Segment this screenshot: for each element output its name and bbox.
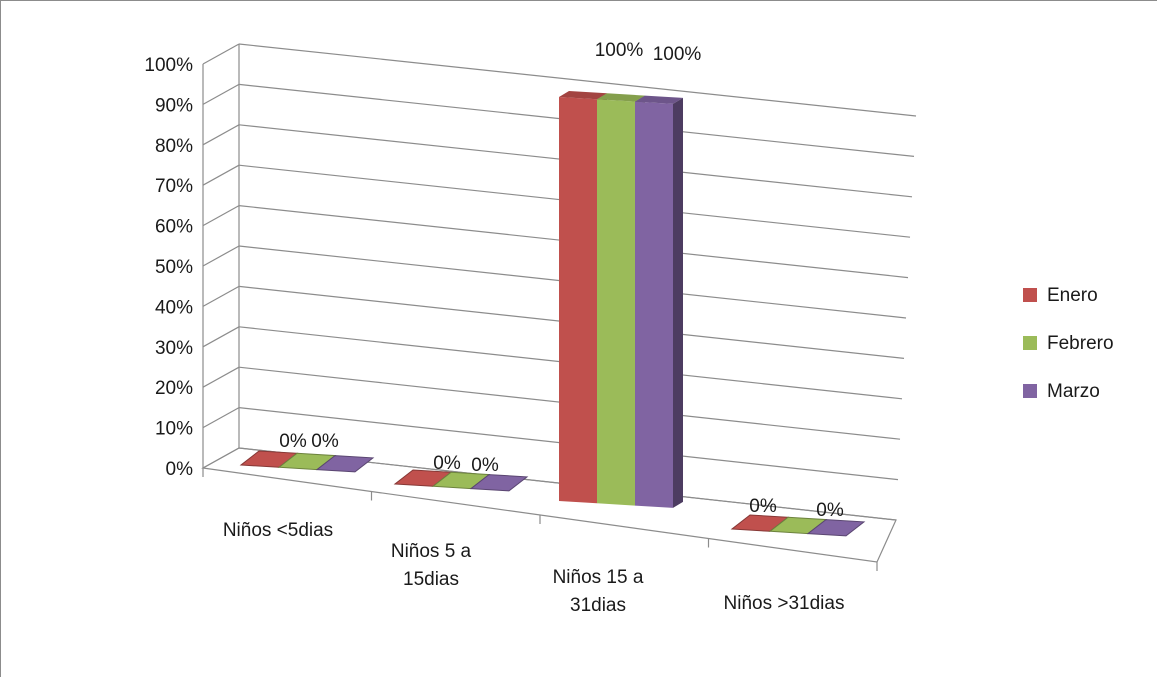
y-tick-label: 60% (155, 217, 193, 238)
y-tick-label: 80% (155, 136, 193, 157)
bar (635, 95, 683, 508)
y-tick-label: 100% (144, 55, 193, 76)
x-category-label: Niños <5dias (223, 520, 333, 541)
y-tick-label: 30% (155, 338, 193, 359)
side-gridline (202, 124, 240, 146)
data-label: 0% (433, 453, 461, 474)
legend-label: Febrero (1047, 333, 1114, 354)
y-tick-label: 90% (155, 95, 193, 116)
side-gridline (202, 285, 240, 307)
y-tick-label: 70% (155, 176, 193, 197)
bar-flat (806, 519, 866, 537)
bar-flat (469, 474, 529, 492)
side-gridline (202, 366, 240, 388)
y-tick-label: 40% (155, 297, 193, 318)
y-tick-label: 10% (155, 419, 193, 440)
bar-flat (315, 455, 375, 473)
chart-floor (201, 447, 897, 563)
bar-top (635, 95, 683, 104)
y-tick-label: 0% (166, 459, 194, 480)
bar-front (635, 101, 673, 508)
axes: 0% 10% 20% 30% 40% 50% 60% 70% 80% 90% 100% Niños <… (144, 44, 897, 616)
bar-front (597, 99, 635, 506)
gridline (238, 43, 917, 117)
legend: Enero Febrero Marzo (1023, 285, 1114, 402)
x-category-label: Niños 15 a 31dias (553, 567, 644, 616)
bar (806, 519, 866, 537)
side-gridline (202, 205, 240, 227)
legend-swatch (1023, 384, 1037, 398)
data-label: 0% (311, 431, 339, 452)
data-label: 100% (653, 44, 702, 65)
bars (239, 91, 866, 537)
legend-label: Enero (1047, 285, 1098, 306)
legend-label: Marzo (1047, 381, 1100, 402)
data-label: 0% (749, 496, 777, 517)
bar (315, 455, 375, 473)
side-gridline (202, 164, 240, 186)
side-gridline (202, 43, 240, 65)
data-label: 0% (279, 431, 307, 452)
side-gridline (202, 245, 240, 267)
y-tick-label: 50% (155, 257, 193, 278)
data-label: 0% (816, 500, 844, 521)
data-labels: 0%0%0%0%0%100%0%100% (279, 40, 844, 521)
bar (469, 474, 529, 492)
side-gridline (202, 407, 240, 429)
data-label: 100% (595, 40, 644, 61)
bar-front (559, 97, 597, 504)
data-label: 0% (471, 455, 499, 476)
legend-swatch (1023, 336, 1037, 350)
legend-swatch (1023, 288, 1037, 302)
x-category-label: Niños >31dias (724, 593, 845, 614)
bar-top (597, 93, 645, 102)
bar-side (673, 97, 683, 508)
side-gridline (202, 326, 240, 348)
side-gridline (202, 83, 240, 105)
x-category-label: Niños 5 a 15dias (391, 541, 472, 590)
y-tick-label: 20% (155, 378, 193, 399)
bar-top (559, 91, 607, 100)
